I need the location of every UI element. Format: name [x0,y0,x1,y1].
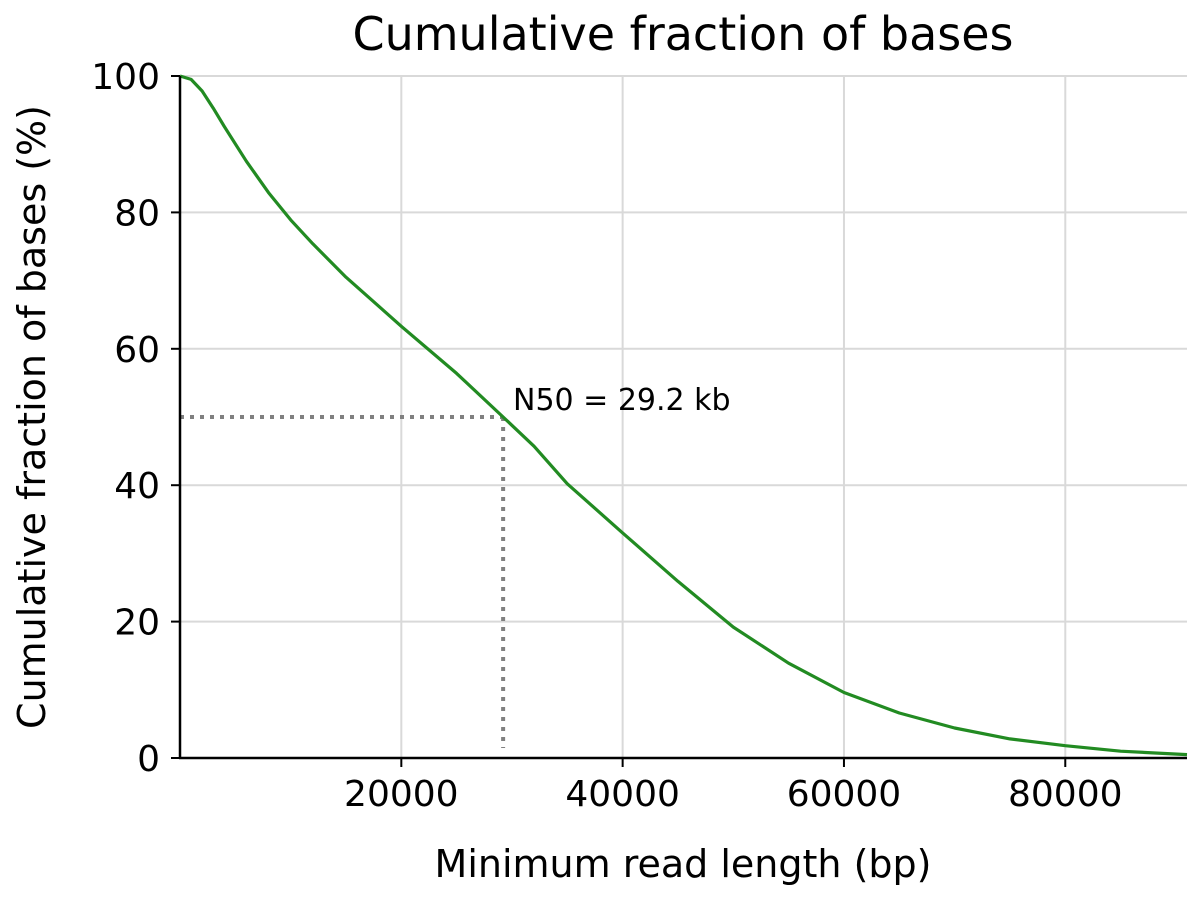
y-tick-label: 100 [91,57,160,98]
n50-annotation: N50 = 29.2 kb [513,383,731,418]
y-axis-label: Cumulative fraction of bases (%) [10,105,54,729]
y-tick-label: 40 [114,466,160,507]
x-axis-label: Minimum read length (bp) [435,842,932,886]
x-tick-label: 60000 [787,774,902,815]
y-tick-label: 60 [114,330,160,371]
x-tick-label: 80000 [1008,774,1123,815]
chart-title: Cumulative fraction of bases [352,7,1013,61]
series-line [179,74,1188,757]
y-tick-label: 0 [137,739,160,780]
y-tick-label: 20 [114,603,160,644]
x-tick-label: 40000 [565,774,680,815]
n50-reference-lines [180,415,506,748]
y-tick-label: 80 [114,193,160,234]
x-tick-label: 20000 [344,774,459,815]
series-layer [179,74,1188,757]
ticks-layer: 20000 40000 60000 80000 0 20 40 60 80 100 [91,57,1122,815]
axes-layer [178,76,1187,760]
